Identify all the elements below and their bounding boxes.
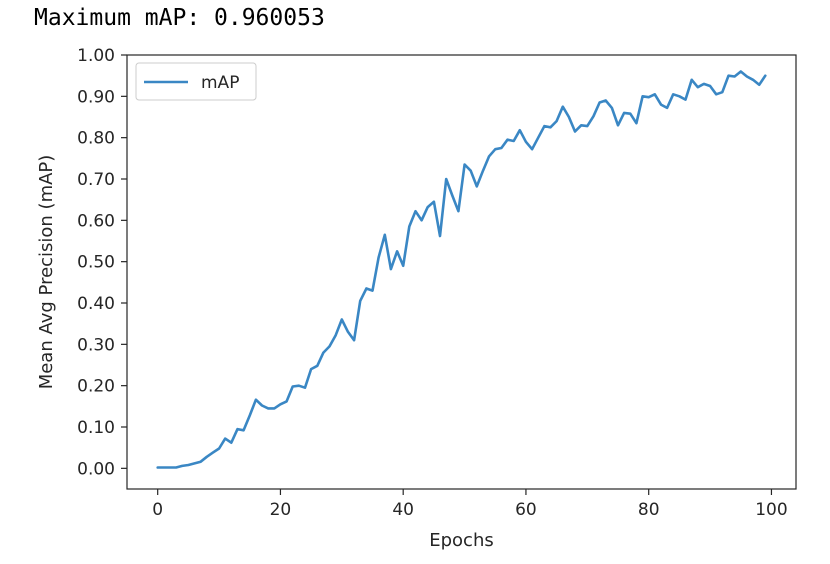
x-axis-label: Epochs (429, 530, 494, 551)
x-tick-label: 40 (392, 500, 414, 520)
y-axis-label: Mean Avg Precision (mAP) (36, 155, 57, 390)
series-line-map (156, 70, 767, 469)
y-tick-label: 0.00 (77, 459, 115, 479)
x-tick-label: 80 (638, 500, 660, 520)
y-tick-label: 0.80 (77, 129, 115, 149)
plot-frame (126, 54, 797, 490)
y-tick-label: 0.10 (77, 418, 115, 438)
ticks-layer: 0 20 40 60 80 100 0.00 0.10 0.20 0.30 0.40 0.50 0.60… (77, 46, 788, 520)
legend: mAP (135, 62, 257, 101)
y-tick-label: 0.90 (77, 87, 115, 107)
legend-box (135, 62, 257, 101)
x-tick-label: 20 (270, 500, 292, 520)
x-tick-label: 0 (152, 500, 163, 520)
y-tick-label: 0.70 (77, 170, 115, 190)
y-tick-label: 0.50 (77, 253, 115, 273)
output-text: Maximum mAP: 0.960053 (34, 5, 325, 31)
x-tick-label: 60 (515, 500, 537, 520)
y-tick-label: 0.20 (77, 377, 115, 397)
legend-label-map: mAP (201, 73, 239, 93)
y-tick-label: 0.40 (77, 294, 115, 314)
y-tick-label: 1.00 (77, 46, 115, 66)
y-tick-label: 0.30 (77, 335, 115, 355)
y-tick-label: 0.60 (77, 211, 115, 231)
x-tick-label: 100 (755, 500, 787, 520)
